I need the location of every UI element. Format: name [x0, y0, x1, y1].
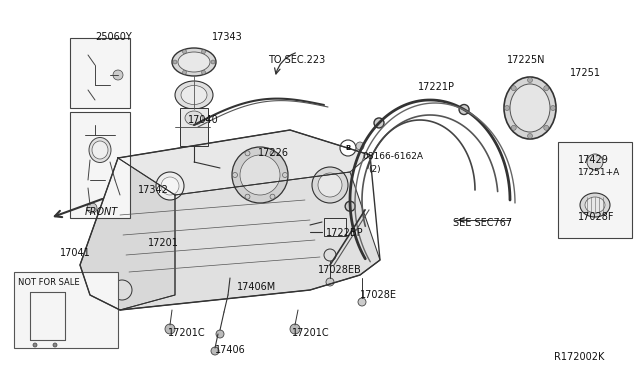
- Bar: [180, 108, 208, 146]
- Circle shape: [182, 70, 186, 74]
- Circle shape: [232, 173, 237, 177]
- Ellipse shape: [185, 111, 203, 125]
- Circle shape: [587, 154, 603, 170]
- Circle shape: [345, 201, 355, 211]
- Text: R172002K: R172002K: [554, 352, 604, 362]
- Ellipse shape: [178, 52, 210, 72]
- Text: (2): (2): [368, 165, 381, 174]
- Circle shape: [245, 194, 250, 199]
- Circle shape: [245, 151, 250, 156]
- Circle shape: [211, 347, 219, 355]
- Text: 17429: 17429: [578, 155, 609, 165]
- Circle shape: [550, 106, 556, 110]
- Circle shape: [182, 49, 186, 54]
- Text: 17201C: 17201C: [168, 328, 205, 338]
- Circle shape: [216, 330, 224, 338]
- Ellipse shape: [504, 77, 556, 139]
- Text: 17201: 17201: [148, 238, 179, 248]
- Circle shape: [374, 118, 384, 128]
- Bar: [14, 272, 118, 348]
- Text: 1722BP: 1722BP: [326, 228, 364, 238]
- Circle shape: [232, 147, 288, 203]
- Text: SEE SEC767: SEE SEC767: [453, 218, 512, 228]
- Circle shape: [202, 70, 205, 74]
- Circle shape: [211, 60, 215, 64]
- Bar: [558, 142, 632, 238]
- Text: 25060Y: 25060Y: [95, 32, 132, 42]
- Circle shape: [240, 155, 280, 195]
- Circle shape: [504, 106, 509, 110]
- Circle shape: [527, 134, 532, 138]
- Bar: [70, 112, 130, 218]
- Text: B: B: [346, 145, 351, 151]
- Circle shape: [165, 324, 175, 334]
- Circle shape: [459, 105, 469, 115]
- Circle shape: [87, 203, 97, 213]
- Circle shape: [312, 167, 348, 203]
- Ellipse shape: [580, 193, 610, 217]
- Text: 17251+A: 17251+A: [578, 168, 620, 177]
- Text: TO SEC.223: TO SEC.223: [268, 55, 325, 65]
- Circle shape: [544, 125, 548, 130]
- Text: 17041: 17041: [60, 248, 91, 258]
- Text: 17406: 17406: [215, 345, 246, 355]
- Text: 17406M: 17406M: [237, 282, 276, 292]
- Text: 17028EB: 17028EB: [318, 265, 362, 275]
- Text: 17226: 17226: [258, 148, 289, 158]
- Text: FRONT: FRONT: [85, 207, 118, 217]
- Circle shape: [527, 77, 532, 83]
- Circle shape: [324, 249, 336, 261]
- Text: 17251: 17251: [570, 68, 601, 78]
- Circle shape: [326, 278, 334, 286]
- Circle shape: [356, 142, 364, 150]
- Text: NOT FOR SALE: NOT FOR SALE: [18, 278, 79, 287]
- Circle shape: [511, 125, 516, 130]
- Circle shape: [202, 49, 205, 54]
- Ellipse shape: [172, 48, 216, 76]
- Circle shape: [290, 324, 300, 334]
- Circle shape: [270, 151, 275, 156]
- Ellipse shape: [89, 138, 111, 163]
- Circle shape: [318, 173, 342, 197]
- Circle shape: [156, 172, 184, 200]
- Circle shape: [340, 140, 356, 156]
- Circle shape: [113, 70, 123, 80]
- Text: 17028F: 17028F: [578, 212, 614, 222]
- Ellipse shape: [92, 141, 108, 159]
- Circle shape: [282, 173, 287, 177]
- Text: 08166-6162A: 08166-6162A: [362, 152, 423, 161]
- Circle shape: [358, 298, 366, 306]
- Polygon shape: [80, 158, 175, 310]
- Ellipse shape: [585, 197, 605, 213]
- Text: 17201C: 17201C: [292, 328, 330, 338]
- Bar: [70, 38, 130, 108]
- Text: 17028E: 17028E: [360, 290, 397, 300]
- Ellipse shape: [181, 86, 207, 105]
- Text: 17221P: 17221P: [418, 82, 455, 92]
- Polygon shape: [120, 172, 380, 310]
- Circle shape: [270, 194, 275, 199]
- Circle shape: [173, 60, 177, 64]
- Text: 17343: 17343: [212, 32, 243, 42]
- Bar: [324, 218, 346, 236]
- Text: 17040: 17040: [188, 115, 219, 125]
- Circle shape: [544, 86, 548, 91]
- Ellipse shape: [175, 81, 213, 109]
- Circle shape: [511, 86, 516, 91]
- Text: 17342: 17342: [138, 185, 169, 195]
- Circle shape: [112, 280, 132, 300]
- Polygon shape: [118, 130, 370, 195]
- Circle shape: [33, 343, 37, 347]
- Circle shape: [53, 343, 57, 347]
- Circle shape: [161, 177, 179, 195]
- Ellipse shape: [510, 84, 550, 132]
- Text: 17225N: 17225N: [507, 55, 545, 65]
